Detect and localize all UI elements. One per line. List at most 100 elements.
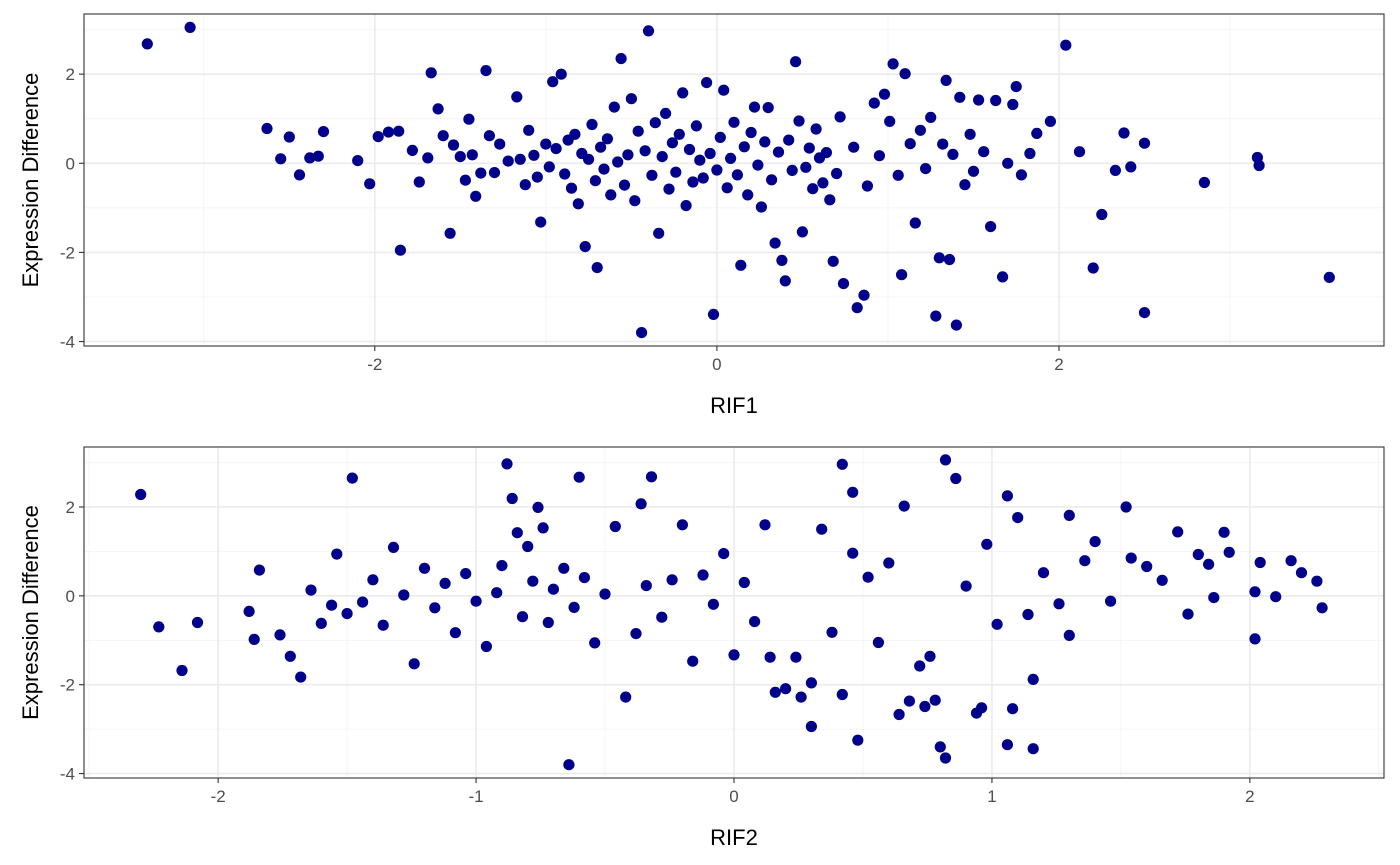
data-point (824, 194, 836, 206)
data-point (827, 255, 839, 267)
data-point (511, 91, 523, 103)
data-point (635, 498, 647, 510)
data-point (796, 226, 809, 238)
data-point (346, 472, 358, 484)
data-point (826, 626, 838, 638)
data-point (978, 146, 990, 158)
data-point (480, 640, 492, 653)
data-point (1138, 137, 1151, 149)
data-point (642, 25, 655, 37)
data-point (601, 133, 614, 145)
data-point (372, 131, 384, 143)
data-point (437, 130, 449, 142)
data-point (793, 115, 805, 127)
data-point (1316, 602, 1328, 614)
data-point (697, 172, 709, 184)
data-point (387, 541, 400, 554)
data-point (1089, 536, 1101, 548)
data-point (1063, 509, 1075, 521)
data-point (1141, 560, 1153, 573)
data-point (1015, 169, 1027, 181)
data-point (884, 115, 896, 127)
data-point (892, 169, 904, 181)
data-point (1120, 501, 1132, 513)
data-point (261, 122, 273, 135)
data-point (1096, 208, 1108, 221)
data-point (718, 84, 730, 96)
data-point (883, 557, 895, 569)
data-point (569, 128, 581, 140)
data-point (868, 97, 880, 109)
data-point (364, 178, 376, 190)
data-point (293, 169, 306, 181)
data-point (645, 471, 658, 483)
data-point (519, 179, 531, 191)
data-point (660, 107, 672, 119)
x-tick-label: 2 (1245, 787, 1254, 806)
data-point (632, 125, 644, 137)
data-point (991, 618, 1003, 630)
data-point (466, 149, 478, 161)
data-point (1010, 81, 1022, 93)
data-point (496, 560, 508, 572)
data-point (1007, 98, 1019, 111)
data-point (976, 702, 988, 714)
data-point (738, 576, 750, 589)
data-point (930, 310, 942, 322)
data-point (331, 548, 343, 560)
y-axis-title: Expression Difference (18, 505, 43, 720)
data-point (563, 759, 575, 771)
data-point (572, 198, 584, 210)
data-point (950, 472, 962, 485)
data-point (598, 163, 610, 175)
data-point (795, 691, 807, 703)
data-point (831, 167, 843, 180)
data-point (803, 142, 815, 154)
data-point (914, 660, 926, 672)
data-point (851, 302, 863, 314)
data-point (1012, 511, 1024, 524)
data-point (589, 637, 601, 649)
data-point (919, 700, 931, 713)
data-point (887, 58, 899, 70)
data-point (1218, 526, 1230, 538)
data-point (687, 655, 699, 667)
x-tick-label: -2 (367, 355, 382, 374)
data-point (153, 621, 165, 633)
data-point (950, 319, 963, 331)
data-point (555, 68, 567, 80)
data-point (422, 152, 434, 164)
data-point (666, 137, 679, 149)
data-point (629, 195, 641, 207)
data-point (501, 458, 513, 470)
data-point (762, 102, 774, 114)
data-point (432, 103, 444, 115)
data-point (523, 124, 535, 136)
data-point (502, 155, 514, 167)
data-point (599, 588, 611, 600)
data-point (764, 651, 776, 663)
data-point (425, 67, 437, 79)
data-point (780, 683, 792, 695)
data-point (1027, 673, 1039, 686)
data-point (656, 151, 668, 163)
data-point (673, 128, 685, 140)
data-point (605, 189, 617, 201)
data-point (1311, 575, 1323, 587)
data-point (933, 252, 945, 264)
data-point (939, 752, 952, 764)
data-point (639, 145, 651, 157)
data-point (176, 664, 188, 677)
data-point (872, 636, 885, 649)
data-point (836, 688, 848, 701)
data-point (711, 164, 723, 176)
y-tick-label: -2 (60, 243, 75, 262)
data-point (636, 327, 648, 339)
data-point (1001, 739, 1014, 751)
data-point (914, 124, 927, 136)
data-point (516, 611, 529, 623)
data-point (807, 183, 819, 195)
data-point (595, 141, 607, 153)
top-scatter-panel: -2 0 2 -4 -2 0 2 RIF1 Expression Difference (18, 13, 1385, 418)
data-point (1125, 161, 1137, 173)
